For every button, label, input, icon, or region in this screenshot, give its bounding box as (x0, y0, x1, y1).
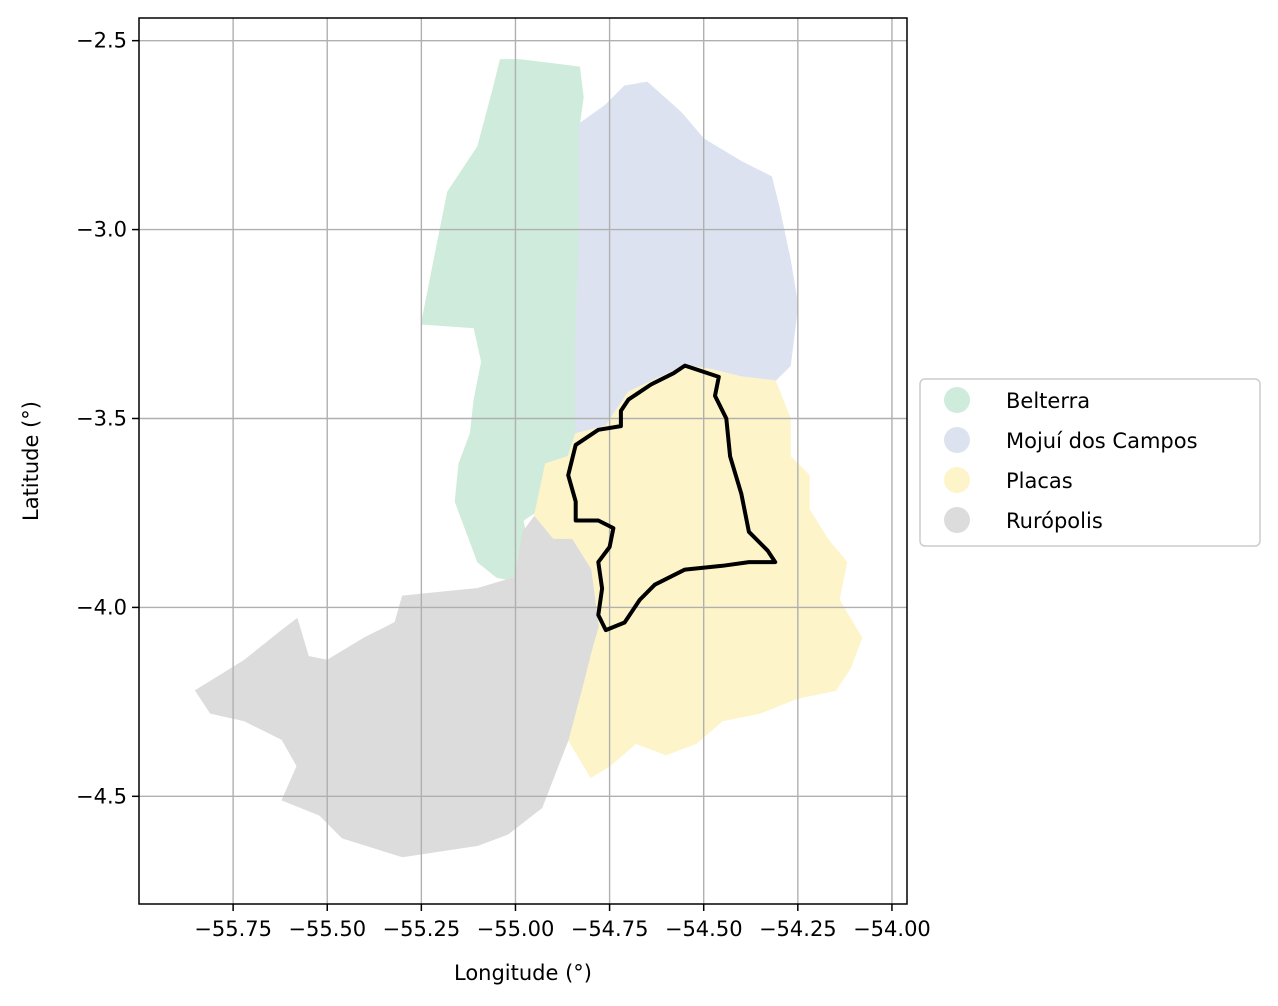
x-tick-label: −55.25 (382, 917, 460, 941)
plot-area (138, 17, 908, 905)
x-tick-label: −55.00 (477, 917, 555, 941)
highlight-layer (566, 363, 778, 633)
axes-frame (138, 17, 908, 905)
legend-label-mojui-dos-campos: Mojuí dos Campos (1006, 429, 1198, 453)
y-tick-label: −4.0 (76, 595, 127, 619)
grid-layer (139, 18, 907, 904)
legend: Belterra Mojuí dos Campos Placas Rurópolis (919, 378, 1261, 547)
legend-marker-ruropolis (944, 507, 970, 533)
region-ruropolis (194, 515, 599, 858)
x-tick-label: −54.50 (665, 917, 743, 941)
highlighted-boundary (566, 363, 778, 633)
legend-marker-belterra (944, 387, 970, 413)
legend-label-placas: Placas (1006, 469, 1073, 493)
legend-label-ruropolis: Rurópolis (1006, 509, 1103, 533)
x-tick-label: −54.75 (571, 917, 649, 941)
y-tick-label: −3.0 (76, 218, 127, 242)
x-tick-label: −54.25 (759, 917, 837, 941)
y-axis-title: Latitude (°) (19, 401, 43, 521)
x-tick-label: −54.00 (853, 917, 931, 941)
legend-box (919, 378, 1261, 547)
x-axis-title: Longitude (°) (454, 961, 592, 985)
regions-layer (194, 59, 863, 858)
y-axis-ticks: −2.5 −3.0 −3.5 −4.0 −4.5 (76, 29, 139, 808)
y-tick-label: −4.5 (76, 784, 127, 808)
legend-items: Belterra Mojuí dos Campos Placas Rurópolis (944, 387, 1198, 533)
x-tick-label: −55.75 (194, 917, 272, 941)
legend-label-belterra: Belterra (1006, 389, 1090, 413)
x-tick-label: −55.50 (288, 917, 366, 941)
x-axis-ticks: −55.75 −55.50 −55.25 −55.00 −54.75 −54.50 −54.… (194, 904, 931, 941)
y-tick-label: −3.5 (76, 406, 127, 430)
legend-marker-placas (944, 467, 970, 493)
y-tick-label: −2.5 (76, 29, 127, 53)
legend-marker-mojui-dos-campos (944, 427, 970, 453)
